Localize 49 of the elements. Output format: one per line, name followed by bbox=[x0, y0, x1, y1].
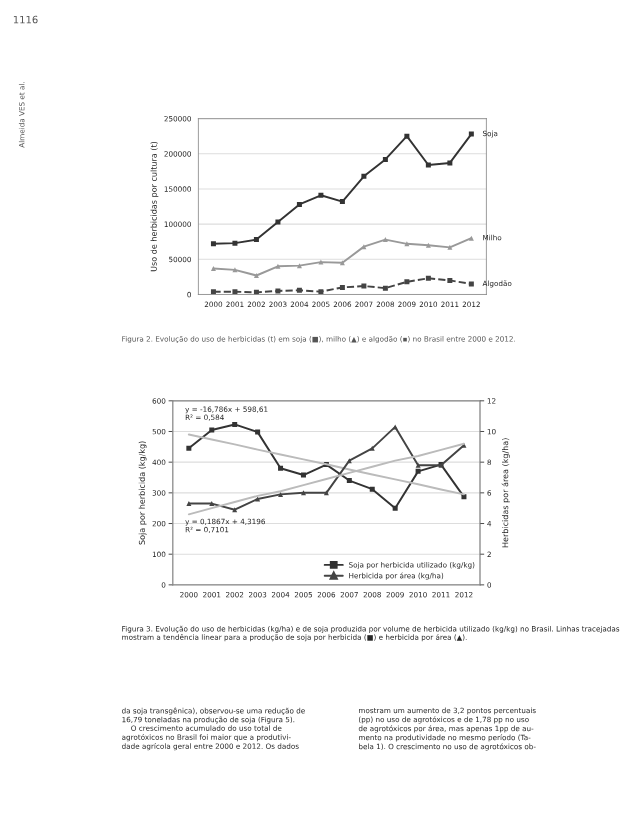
point bbox=[361, 244, 367, 250]
point bbox=[425, 162, 431, 168]
point bbox=[369, 486, 375, 492]
point bbox=[369, 445, 375, 451]
line-series bbox=[187, 442, 465, 516]
point bbox=[186, 501, 192, 507]
line-series bbox=[210, 235, 474, 278]
point bbox=[278, 491, 284, 497]
point bbox=[346, 458, 352, 464]
point bbox=[232, 289, 238, 295]
line-series bbox=[210, 131, 474, 247]
point bbox=[404, 133, 410, 139]
point bbox=[232, 267, 238, 273]
point bbox=[425, 275, 431, 281]
point bbox=[255, 429, 261, 435]
point bbox=[404, 279, 410, 285]
point bbox=[300, 490, 306, 496]
point bbox=[361, 173, 367, 179]
point bbox=[382, 237, 388, 243]
point bbox=[361, 283, 367, 289]
point bbox=[447, 277, 453, 283]
point bbox=[296, 263, 302, 269]
point bbox=[210, 289, 216, 295]
point bbox=[415, 462, 421, 468]
point bbox=[392, 505, 398, 511]
point bbox=[275, 288, 281, 294]
point bbox=[210, 241, 216, 247]
point bbox=[382, 285, 388, 291]
point bbox=[253, 272, 259, 278]
point bbox=[447, 160, 453, 166]
point bbox=[296, 287, 302, 293]
point bbox=[209, 427, 215, 433]
point bbox=[278, 465, 284, 471]
point bbox=[275, 263, 281, 269]
point bbox=[318, 259, 324, 265]
point bbox=[186, 445, 192, 451]
point bbox=[339, 284, 345, 290]
point bbox=[318, 192, 324, 198]
point bbox=[468, 281, 474, 287]
point bbox=[210, 265, 216, 271]
point bbox=[447, 244, 453, 250]
point bbox=[415, 468, 421, 474]
point bbox=[425, 242, 431, 248]
point bbox=[232, 240, 238, 246]
point bbox=[300, 472, 306, 478]
point bbox=[468, 235, 474, 241]
point bbox=[275, 219, 281, 225]
point bbox=[318, 289, 324, 295]
point bbox=[468, 131, 474, 137]
